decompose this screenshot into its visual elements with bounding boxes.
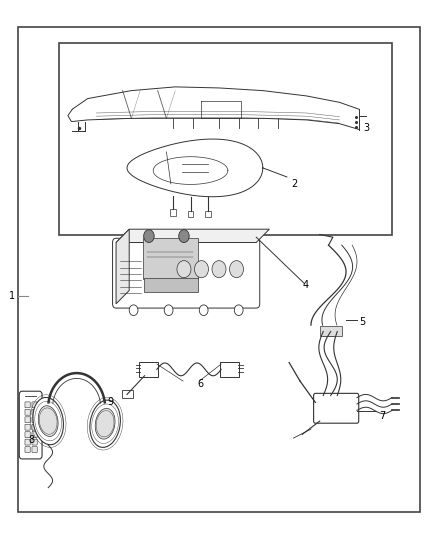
Circle shape	[199, 305, 208, 316]
FancyBboxPatch shape	[143, 238, 198, 279]
Bar	[59, 43, 392, 235]
Circle shape	[164, 305, 173, 316]
FancyBboxPatch shape	[25, 447, 30, 453]
Polygon shape	[116, 229, 269, 243]
Circle shape	[212, 261, 226, 278]
Text: 9: 9	[107, 398, 113, 407]
FancyBboxPatch shape	[32, 439, 37, 445]
Bar	[170, 209, 176, 216]
FancyBboxPatch shape	[25, 424, 30, 430]
Text: 2: 2	[291, 179, 297, 189]
FancyBboxPatch shape	[32, 409, 37, 415]
Circle shape	[230, 261, 244, 278]
FancyBboxPatch shape	[25, 432, 30, 438]
Bar	[122, 390, 133, 398]
FancyBboxPatch shape	[139, 362, 158, 377]
Circle shape	[144, 230, 154, 243]
FancyBboxPatch shape	[314, 393, 359, 423]
Circle shape	[129, 305, 138, 316]
Circle shape	[194, 261, 208, 278]
Bar	[323, 328, 334, 336]
FancyBboxPatch shape	[19, 391, 42, 459]
FancyBboxPatch shape	[32, 447, 37, 453]
Ellipse shape	[95, 408, 115, 439]
Circle shape	[234, 305, 243, 316]
FancyBboxPatch shape	[25, 402, 30, 408]
FancyBboxPatch shape	[113, 238, 260, 308]
Ellipse shape	[90, 400, 120, 447]
Bar	[320, 326, 342, 336]
FancyBboxPatch shape	[32, 402, 37, 408]
FancyBboxPatch shape	[32, 424, 37, 430]
Circle shape	[177, 261, 191, 278]
FancyBboxPatch shape	[25, 417, 30, 423]
Bar	[205, 211, 211, 217]
Ellipse shape	[33, 398, 64, 445]
Text: 5: 5	[359, 318, 365, 327]
Text: 7: 7	[379, 411, 385, 421]
Bar	[188, 211, 193, 217]
Text: 8: 8	[28, 435, 35, 445]
Text: 4: 4	[302, 280, 308, 290]
FancyBboxPatch shape	[32, 417, 37, 423]
FancyBboxPatch shape	[32, 432, 37, 438]
FancyBboxPatch shape	[25, 409, 30, 415]
Text: 1: 1	[9, 291, 15, 301]
FancyBboxPatch shape	[25, 439, 30, 445]
Text: 3: 3	[364, 123, 370, 133]
Ellipse shape	[38, 406, 58, 437]
FancyBboxPatch shape	[144, 278, 198, 292]
Text: 6: 6	[197, 379, 203, 389]
FancyBboxPatch shape	[220, 362, 239, 377]
Circle shape	[179, 230, 189, 243]
Polygon shape	[116, 229, 129, 304]
